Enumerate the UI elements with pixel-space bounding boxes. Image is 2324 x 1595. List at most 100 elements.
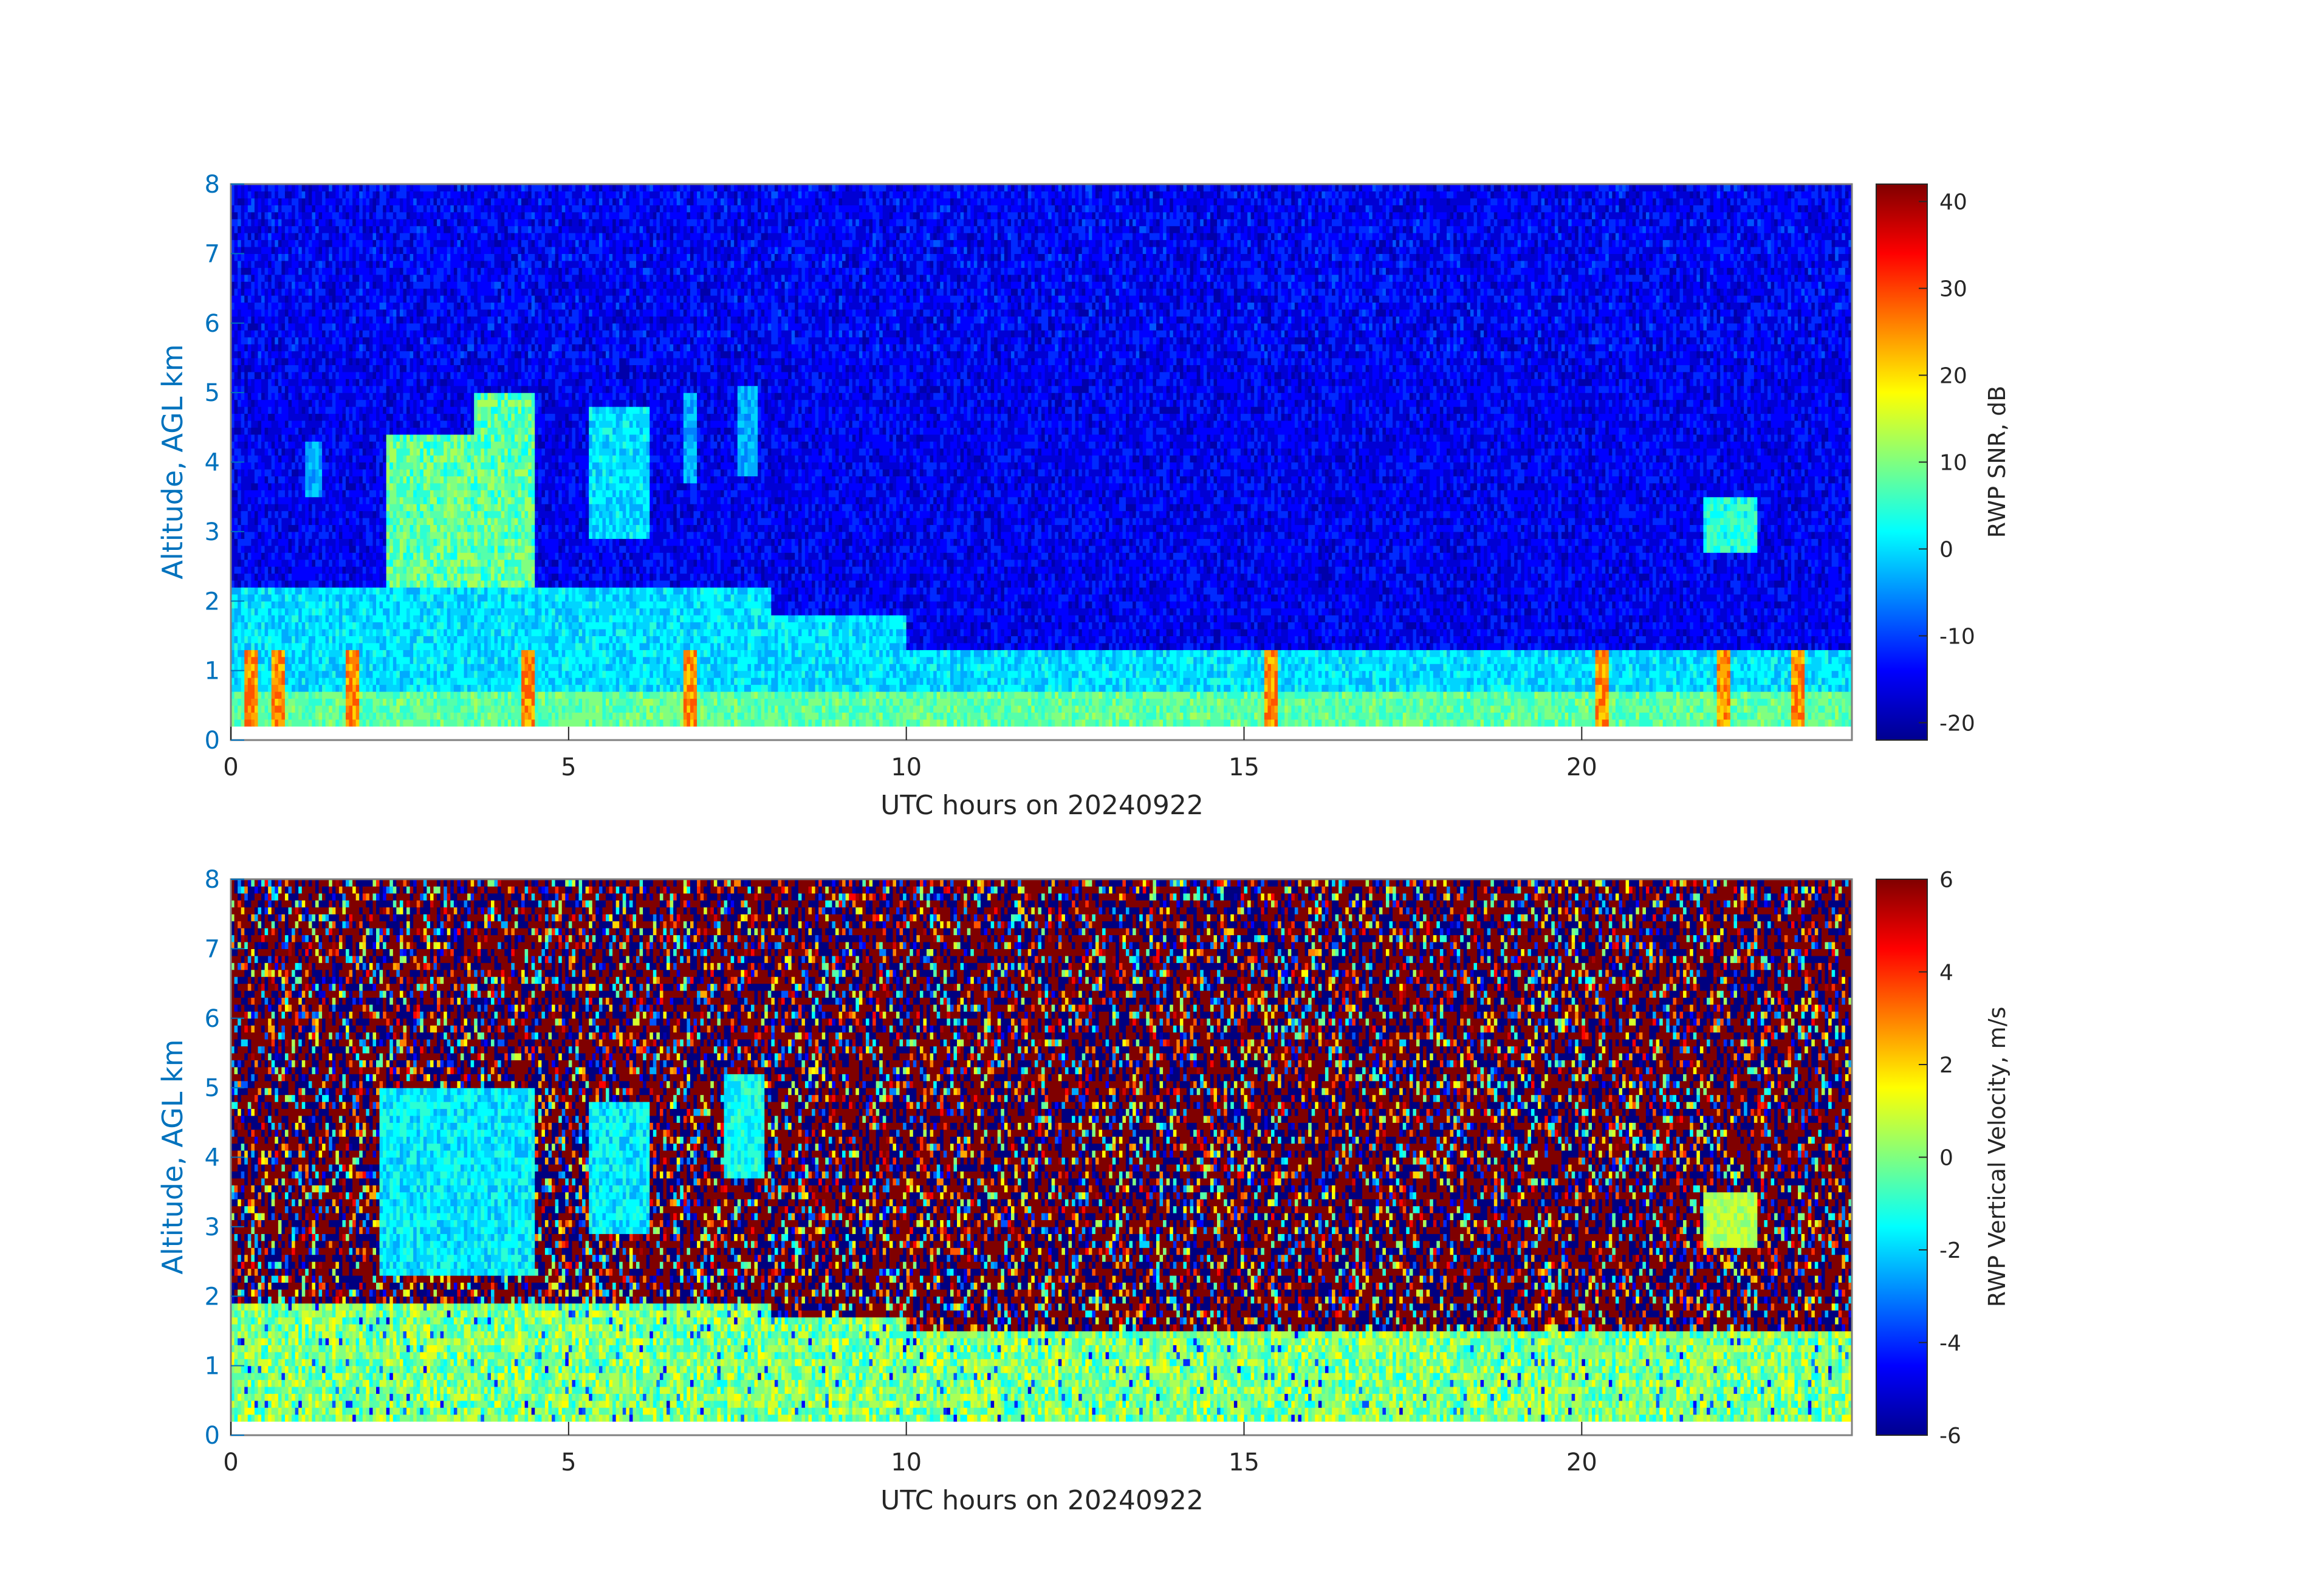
heatmap-cell xyxy=(690,664,694,671)
heatmap-cell xyxy=(940,719,944,727)
heatmap-cell xyxy=(758,657,768,664)
heatmap-cell xyxy=(741,705,748,713)
heatmap-cell xyxy=(1490,719,1494,727)
heatmap-cell xyxy=(1024,677,1041,685)
heatmap-cell xyxy=(241,629,245,636)
heatmap-cell xyxy=(927,712,930,719)
heatmap-cell xyxy=(1150,698,1164,705)
heatmap-cell xyxy=(738,650,741,657)
heatmap-cell xyxy=(268,712,272,719)
heatmap-cell xyxy=(1650,691,1657,699)
heatmap-cell xyxy=(1535,685,1538,692)
heatmap-cell xyxy=(1818,705,1825,713)
heatmap-cell xyxy=(1484,677,1487,685)
heatmap-cell xyxy=(1224,705,1227,713)
heatmap-cell xyxy=(1467,650,1474,657)
heatmap-cell xyxy=(1541,636,1545,643)
heatmap-cell xyxy=(1484,698,1487,705)
heatmap-cell xyxy=(1551,705,1555,713)
heatmap-cell xyxy=(538,698,542,705)
heatmap-cell xyxy=(1356,677,1373,685)
heatmap-cell xyxy=(1160,685,1167,692)
heatmap-cell xyxy=(1112,698,1116,705)
heatmap-cell xyxy=(855,719,859,727)
heatmap-cell xyxy=(1197,657,1201,664)
heatmap-cell xyxy=(775,629,778,636)
heatmap-cell xyxy=(1633,677,1636,685)
heatmap-cell xyxy=(1031,671,1035,678)
heatmap-cell xyxy=(1687,629,1690,636)
heatmap-cell xyxy=(734,622,738,629)
heatmap-cell xyxy=(1406,664,1410,671)
heatmap-cell xyxy=(595,636,609,643)
heatmap-cell xyxy=(687,629,690,636)
heatmap-cell xyxy=(1724,650,1727,657)
heatmap-cell xyxy=(889,636,897,643)
heatmap-cell xyxy=(450,677,458,685)
heatmap-cell xyxy=(285,671,292,678)
heatmap-cell xyxy=(1146,712,1156,719)
heatmap-cell xyxy=(1450,664,1461,671)
heatmap-cell xyxy=(1052,712,1062,719)
heatmap-cell xyxy=(1815,705,1818,713)
heatmap-cell xyxy=(396,712,403,719)
heatmap-cell xyxy=(352,719,356,727)
heatmap-cell xyxy=(1328,712,1332,719)
heatmap-cell xyxy=(1737,698,1741,705)
heatmap-cell xyxy=(781,622,785,629)
heatmap-cell xyxy=(1747,629,1751,636)
heatmap-cell xyxy=(383,712,386,719)
heatmap-cell xyxy=(1788,685,1791,692)
heatmap-cell xyxy=(1588,691,1596,699)
heatmap-cell xyxy=(389,629,393,636)
heatmap-cell xyxy=(1112,719,1116,727)
heatmap-cell xyxy=(1653,650,1656,657)
heatmap-cell xyxy=(889,685,897,692)
heatmap-cell xyxy=(1592,671,1596,678)
heatmap-cell xyxy=(1204,650,1207,657)
heatmap-cell xyxy=(518,657,521,664)
heatmap-cell xyxy=(319,664,323,671)
heatmap-cell xyxy=(572,671,582,678)
heatmap-cell xyxy=(532,664,535,671)
heatmap-cell xyxy=(778,657,785,664)
heatmap-cell xyxy=(1481,629,1488,636)
heatmap-cell xyxy=(592,643,596,650)
heatmap-cell xyxy=(612,677,616,685)
heatmap-cell xyxy=(295,629,299,636)
heatmap-cell xyxy=(1497,664,1501,671)
heatmap-cell xyxy=(1524,685,1528,692)
heatmap-cell xyxy=(1271,719,1275,727)
heatmap-cell xyxy=(1055,677,1058,685)
heatmap-cell xyxy=(383,719,386,727)
heatmap-cell xyxy=(1045,657,1049,664)
heatmap-cell xyxy=(315,705,323,713)
heatmap-cell xyxy=(528,643,532,650)
heatmap-cell xyxy=(1757,657,1761,664)
heatmap-cell xyxy=(1126,643,1129,650)
heatmap-cell xyxy=(785,664,792,671)
heatmap-cell xyxy=(1126,712,1129,719)
heatmap-cell xyxy=(265,629,269,636)
heatmap-cell xyxy=(788,629,792,636)
heatmap-cell xyxy=(987,643,991,650)
heatmap-cell xyxy=(1430,636,1433,643)
heatmap-cell xyxy=(1349,719,1356,727)
heatmap-cell xyxy=(1467,664,1470,671)
heatmap-cell xyxy=(663,650,673,657)
heatmap-cell xyxy=(650,657,657,664)
heatmap-cell xyxy=(1733,712,1737,719)
heatmap-cell xyxy=(498,664,505,671)
heatmap-cell xyxy=(1221,657,1224,664)
heatmap-cell xyxy=(1119,691,1123,699)
heatmap-cell xyxy=(1650,712,1653,719)
heatmap-cell xyxy=(508,691,512,699)
heatmap-cell xyxy=(656,719,660,727)
heatmap-cell xyxy=(842,657,846,664)
heatmap-cell xyxy=(352,698,360,705)
heatmap-cell xyxy=(953,685,964,692)
heatmap-cell xyxy=(1633,705,1636,713)
heatmap-cell xyxy=(1247,629,1258,636)
heatmap-cell xyxy=(1251,685,1255,692)
heatmap-cell xyxy=(326,685,333,692)
